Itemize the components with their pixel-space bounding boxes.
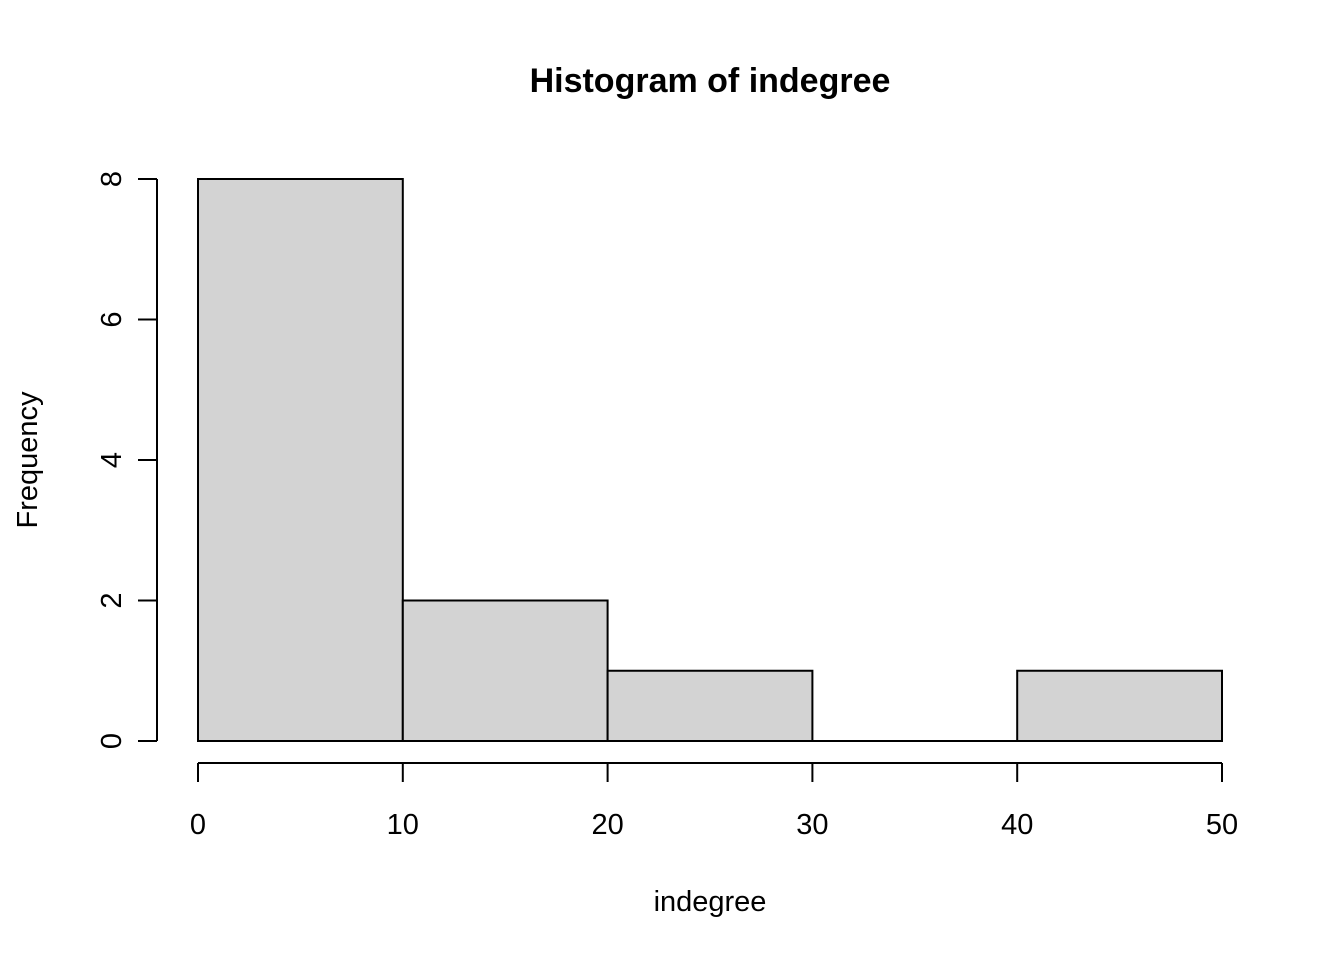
x-tick-label-10: 10	[387, 809, 419, 841]
histogram-bar-20-30	[606, 669, 814, 742]
y-tick-label-4: 4	[96, 452, 128, 468]
x-tick-label-20: 20	[591, 809, 623, 841]
chart-title: Histogram of indegree	[530, 62, 891, 100]
y-tick-label-6: 6	[96, 311, 128, 327]
y-tick-label-8: 8	[96, 171, 128, 187]
y-tick-label-2: 2	[96, 592, 128, 608]
histogram-bar-10-20	[401, 599, 609, 742]
x-tick-label-40: 40	[1001, 809, 1033, 841]
y-axis: 0 2 4 6 8	[96, 171, 158, 749]
y-axis-label: Frequency	[12, 391, 44, 529]
y-tick-label-0: 0	[96, 733, 128, 749]
x-tick-label-50: 50	[1206, 809, 1238, 841]
x-axis: 0 10 20 30 40 50	[190, 762, 1238, 841]
x-axis-label: indegree	[654, 886, 767, 918]
histogram-bar-40-50	[1016, 669, 1224, 742]
x-tick-label-30: 30	[796, 809, 828, 841]
bars-group	[197, 178, 1224, 742]
histogram-bar-0-10	[197, 178, 404, 742]
x-tick-label-0: 0	[190, 809, 206, 841]
